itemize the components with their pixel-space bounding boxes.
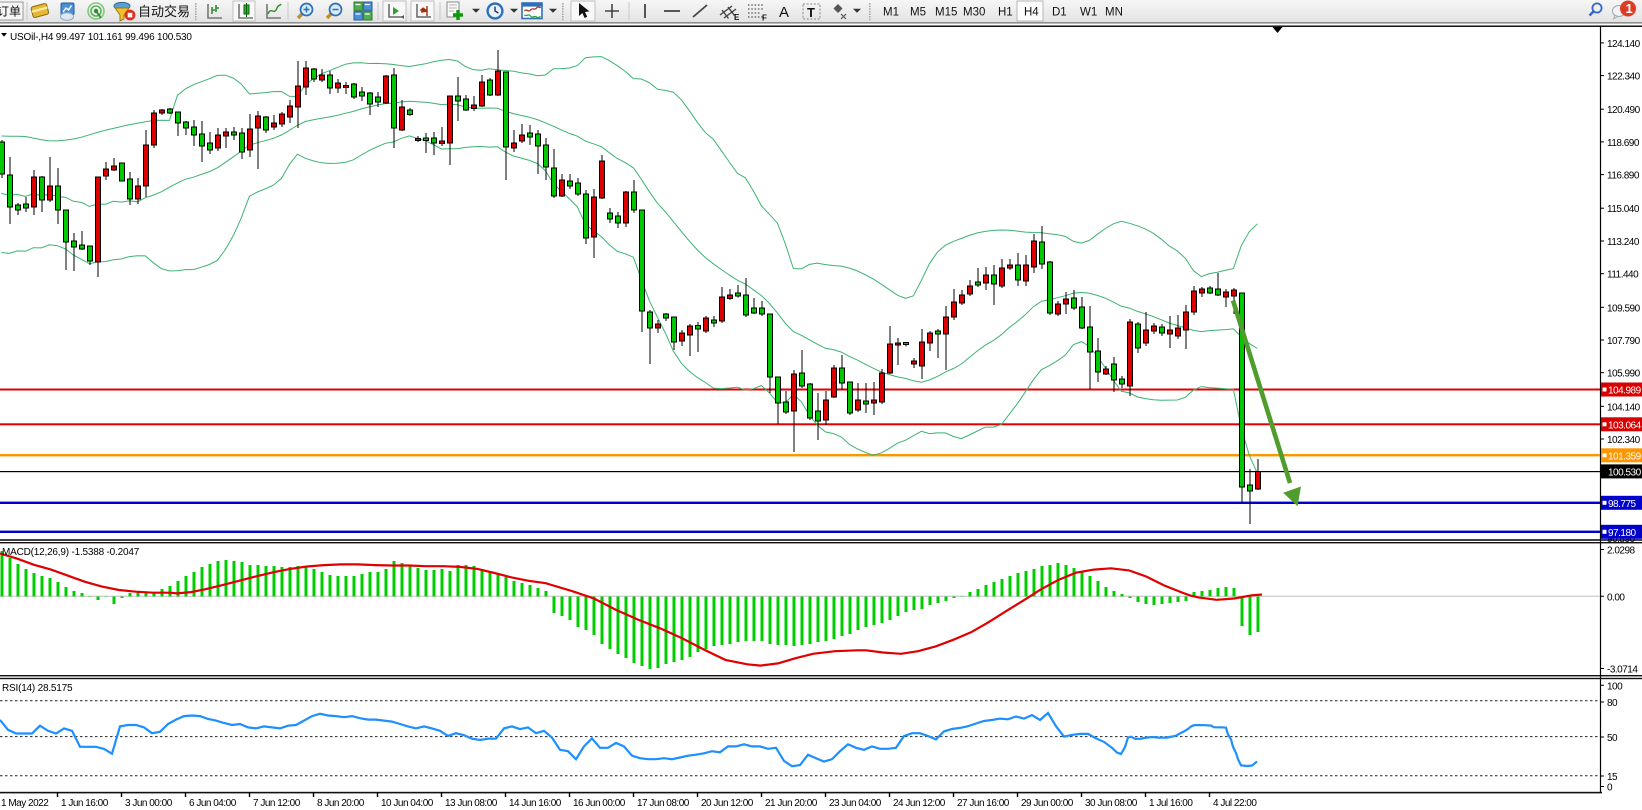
svg-text:101.359: 101.359 bbox=[1608, 452, 1642, 463]
svg-text:15: 15 bbox=[1607, 772, 1618, 783]
svg-text:116.890: 116.890 bbox=[1607, 171, 1640, 182]
svg-text:M30: M30 bbox=[963, 7, 985, 19]
svg-text:100.530: 100.530 bbox=[1608, 468, 1642, 479]
svg-text:104.140: 104.140 bbox=[1607, 402, 1641, 413]
svg-text:97.180: 97.180 bbox=[1608, 528, 1637, 539]
svg-text:订单: 订单 bbox=[0, 5, 21, 19]
svg-text:13 Jun 08:00: 13 Jun 08:00 bbox=[445, 798, 498, 809]
svg-text:6 Jun 04:00: 6 Jun 04:00 bbox=[189, 798, 237, 809]
svg-text:120.490: 120.490 bbox=[1607, 105, 1641, 116]
svg-text:M5: M5 bbox=[910, 7, 926, 19]
svg-text:122.340: 122.340 bbox=[1607, 72, 1641, 83]
svg-text:USOil-,H4 99.497 101.161 99.4: USOil-,H4 99.497 101.161 99.496 100.530 bbox=[10, 32, 192, 43]
svg-text:20 Jun 12:00: 20 Jun 12:00 bbox=[701, 798, 754, 809]
svg-text:30 Jun 08:00: 30 Jun 08:00 bbox=[1085, 798, 1138, 809]
svg-text:109.590: 109.590 bbox=[1607, 303, 1641, 314]
svg-text:MACD(12,26,9) -1.5388 -0.2047: MACD(12,26,9) -1.5388 -0.2047 bbox=[2, 547, 140, 558]
svg-text:0.00: 0.00 bbox=[1607, 592, 1625, 603]
svg-text:80: 80 bbox=[1607, 698, 1618, 709]
svg-text:21 Jun 20:00: 21 Jun 20:00 bbox=[765, 798, 818, 809]
svg-text:H1: H1 bbox=[998, 7, 1013, 19]
svg-text:M1: M1 bbox=[883, 7, 899, 19]
svg-text:3 Jun 00:00: 3 Jun 00:00 bbox=[125, 798, 173, 809]
svg-text:E: E bbox=[734, 13, 740, 22]
svg-text:16 Jun 00:00: 16 Jun 00:00 bbox=[573, 798, 626, 809]
svg-text:29 Jun 00:00: 29 Jun 00:00 bbox=[1021, 798, 1074, 809]
svg-text:RSI(14) 28.5175: RSI(14) 28.5175 bbox=[2, 683, 73, 694]
svg-text:103.064: 103.064 bbox=[1608, 421, 1642, 432]
svg-text:0: 0 bbox=[1607, 783, 1613, 794]
svg-text:105.990: 105.990 bbox=[1607, 369, 1641, 380]
svg-text:1: 1 bbox=[1626, 1, 1633, 16]
svg-text:-3.0714: -3.0714 bbox=[1607, 665, 1638, 676]
svg-text:1 May 2022: 1 May 2022 bbox=[1, 798, 49, 809]
svg-text:98.775: 98.775 bbox=[1608, 499, 1637, 510]
svg-text:7 Jun 12:00: 7 Jun 12:00 bbox=[253, 798, 301, 809]
svg-text:107.790: 107.790 bbox=[1607, 336, 1641, 347]
svg-text:17 Jun 08:00: 17 Jun 08:00 bbox=[637, 798, 690, 809]
svg-text:27 Jun 16:00: 27 Jun 16:00 bbox=[957, 798, 1010, 809]
svg-text:1 Jul 16:00: 1 Jul 16:00 bbox=[1149, 798, 1193, 809]
svg-text:113.240: 113.240 bbox=[1607, 237, 1640, 248]
svg-text:50: 50 bbox=[1607, 733, 1618, 744]
svg-text:1 Jun 16:00: 1 Jun 16:00 bbox=[61, 798, 109, 809]
svg-text:自动交易: 自动交易 bbox=[138, 4, 190, 19]
svg-text:W1: W1 bbox=[1080, 7, 1097, 19]
svg-text:H4: H4 bbox=[1024, 7, 1039, 19]
svg-text:8 Jun 20:00: 8 Jun 20:00 bbox=[317, 798, 365, 809]
svg-text:24 Jun 12:00: 24 Jun 12:00 bbox=[893, 798, 946, 809]
svg-text:100: 100 bbox=[1607, 681, 1623, 692]
svg-text:T: T bbox=[807, 5, 815, 20]
svg-text:F: F bbox=[762, 14, 767, 23]
svg-text:104.989: 104.989 bbox=[1608, 386, 1642, 397]
svg-text:118.690: 118.690 bbox=[1607, 138, 1640, 149]
svg-text:111.440: 111.440 bbox=[1607, 270, 1639, 281]
svg-text:14 Jun 16:00: 14 Jun 16:00 bbox=[509, 798, 562, 809]
svg-text:4 Jul 22:00: 4 Jul 22:00 bbox=[1213, 798, 1257, 809]
svg-text:124.140: 124.140 bbox=[1607, 39, 1641, 50]
svg-text:2.0298: 2.0298 bbox=[1607, 546, 1636, 557]
svg-text:A: A bbox=[779, 4, 789, 21]
svg-text:96.890: 96.890 bbox=[1607, 534, 1636, 545]
svg-text:102.340: 102.340 bbox=[1607, 435, 1641, 446]
svg-text:MN: MN bbox=[1105, 7, 1123, 19]
svg-text:115.040: 115.040 bbox=[1607, 204, 1640, 215]
svg-text:M15: M15 bbox=[935, 7, 957, 19]
svg-text:23 Jun 04:00: 23 Jun 04:00 bbox=[829, 798, 882, 809]
svg-text:10 Jun 04:00: 10 Jun 04:00 bbox=[381, 798, 434, 809]
svg-text:D1: D1 bbox=[1052, 7, 1067, 19]
